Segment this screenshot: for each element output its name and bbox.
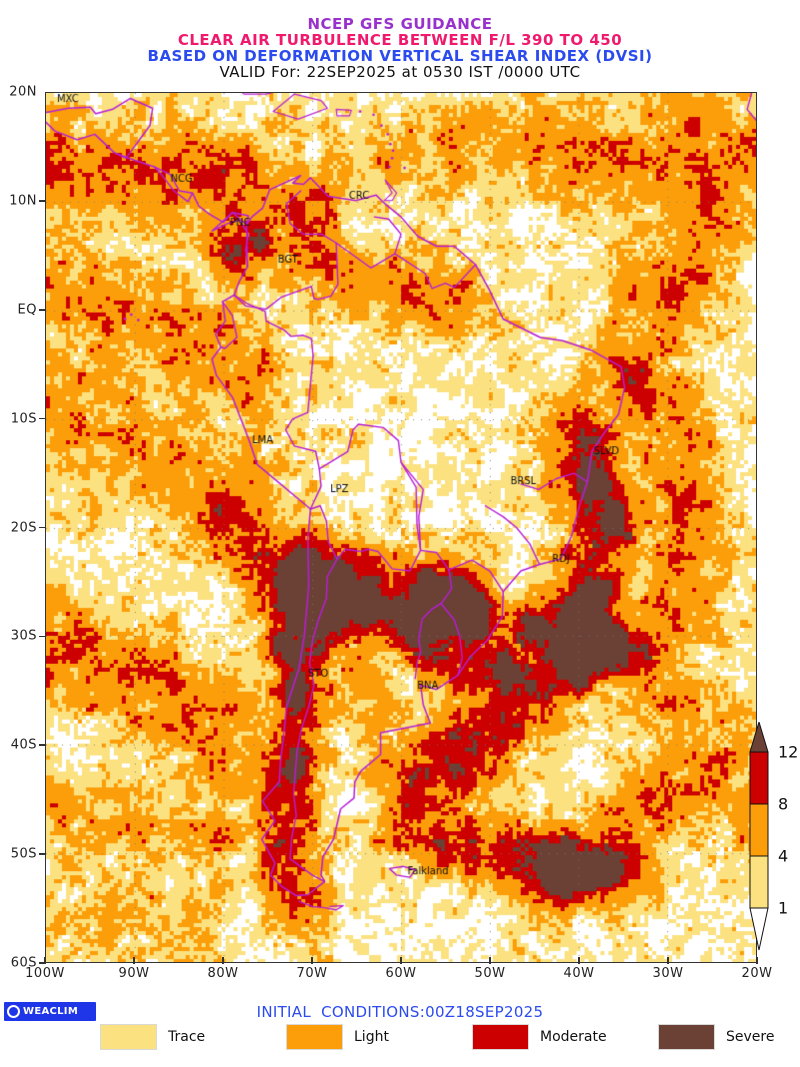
x-axis-tick-mark [222, 957, 224, 964]
legend-swatch-trace [100, 1024, 157, 1050]
x-axis-tick-80W: 80W [207, 966, 239, 981]
x-axis-tick-50W: 50W [474, 966, 506, 981]
x-axis-tick-mark [578, 957, 580, 964]
turbulence-field-canvas [46, 93, 756, 962]
colorbar-segment-trace [749, 855, 769, 909]
y-axis-tick-mark [39, 308, 46, 311]
initial-conditions-text: INITIAL CONDITIONS:00Z18SEP2025 [256, 1003, 544, 1021]
weaclim-label: WEACLIM [23, 1006, 79, 1017]
y-axis-tick-50S: 50S [10, 846, 37, 862]
x-axis-tick-mark [489, 957, 491, 964]
y-axis-tick-mark [39, 853, 46, 855]
legend-item-moderate: Moderate [472, 1024, 607, 1050]
y-axis-tick-60S: 60S [10, 955, 37, 971]
weaclim-circle-icon [7, 1005, 20, 1018]
y-axis-tick-30S: 30S [10, 628, 37, 644]
y-axis-tick-mark [39, 962, 46, 964]
legend-swatch-light [286, 1024, 343, 1050]
x-axis-tick-70W: 70W [296, 966, 328, 981]
y-axis-tick-20N: 20N [9, 84, 37, 100]
colorbar-tick-12: 12 [778, 742, 799, 762]
legend-item-severe: Severe [658, 1024, 774, 1050]
x-axis-tick-60W: 60W [385, 966, 417, 981]
y-axis-tick-mark [39, 744, 46, 747]
colorbar-tick-4: 4 [778, 846, 789, 866]
x-axis-tick-mark [400, 957, 402, 964]
title-block: NCEP GFS GUIDANCE CLEAR AIR TURBULENCE B… [0, 16, 800, 80]
title-line-agency: NCEP GFS GUIDANCE [307, 15, 493, 33]
y-axis-tick-40S: 40S [10, 737, 37, 753]
x-axis-tick-mark [133, 957, 135, 964]
x-axis-tick-30W: 30W [652, 966, 684, 981]
colorbar-tick-8: 8 [778, 794, 789, 814]
x-axis-tick-90W: 90W [118, 966, 150, 981]
y-axis-tick-10S: 10S [10, 411, 37, 427]
legend-label-trace: Trace [168, 1029, 206, 1045]
x-axis-tick-100W: 100W [25, 966, 65, 981]
severity-legend: Trace Light Moderate Severe [0, 1024, 800, 1052]
y-axis-tick-EQ: EQ [17, 302, 37, 318]
x-axis-tick-mark [756, 957, 758, 964]
x-axis-tick-mark [44, 957, 46, 964]
x-axis-tick-mark [667, 957, 669, 964]
map-plot-area[interactable] [45, 92, 757, 963]
legend-label-severe: Severe [726, 1029, 775, 1045]
x-axis-tick-40W: 40W [563, 966, 595, 981]
colorbar-segment-severe [749, 722, 769, 753]
colorbar-tick-1: 1 [778, 898, 789, 918]
y-axis-tick-mark [39, 417, 46, 420]
legend-label-moderate: Moderate [540, 1029, 607, 1045]
legend-swatch-moderate [472, 1024, 529, 1050]
x-axis-tick-20W: 20W [741, 966, 773, 981]
x-axis-tick-mark [311, 957, 313, 964]
legend-item-trace: Trace [100, 1024, 205, 1050]
colorbar [749, 722, 769, 951]
y-axis-tick-mark [39, 526, 46, 529]
y-axis-tick-mark [39, 200, 46, 202]
title-line-product: CLEAR AIR TURBULENCE BETWEEN F/L 390 TO … [177, 31, 623, 49]
y-axis-tick-10N: 10N [9, 193, 37, 209]
y-axis-tick-20S: 20S [10, 520, 37, 535]
y-axis-tick-mark [39, 635, 46, 638]
legend-item-light: Light [286, 1024, 389, 1050]
legend-label-light: Light [354, 1029, 389, 1045]
colorbar-segment-none [749, 907, 769, 951]
weaclim-logo-badge[interactable]: WEACLIM [4, 1002, 96, 1021]
title-line-method: BASED ON DEFORMATION VERTICAL SHEAR INDE… [147, 47, 653, 65]
colorbar-segment-light [749, 803, 769, 857]
legend-swatch-severe [658, 1024, 715, 1050]
title-line-valid-time: VALID For: 22SEP2025 at 0530 IST /0000 U… [219, 63, 581, 81]
colorbar-segment-moderate [749, 751, 769, 805]
